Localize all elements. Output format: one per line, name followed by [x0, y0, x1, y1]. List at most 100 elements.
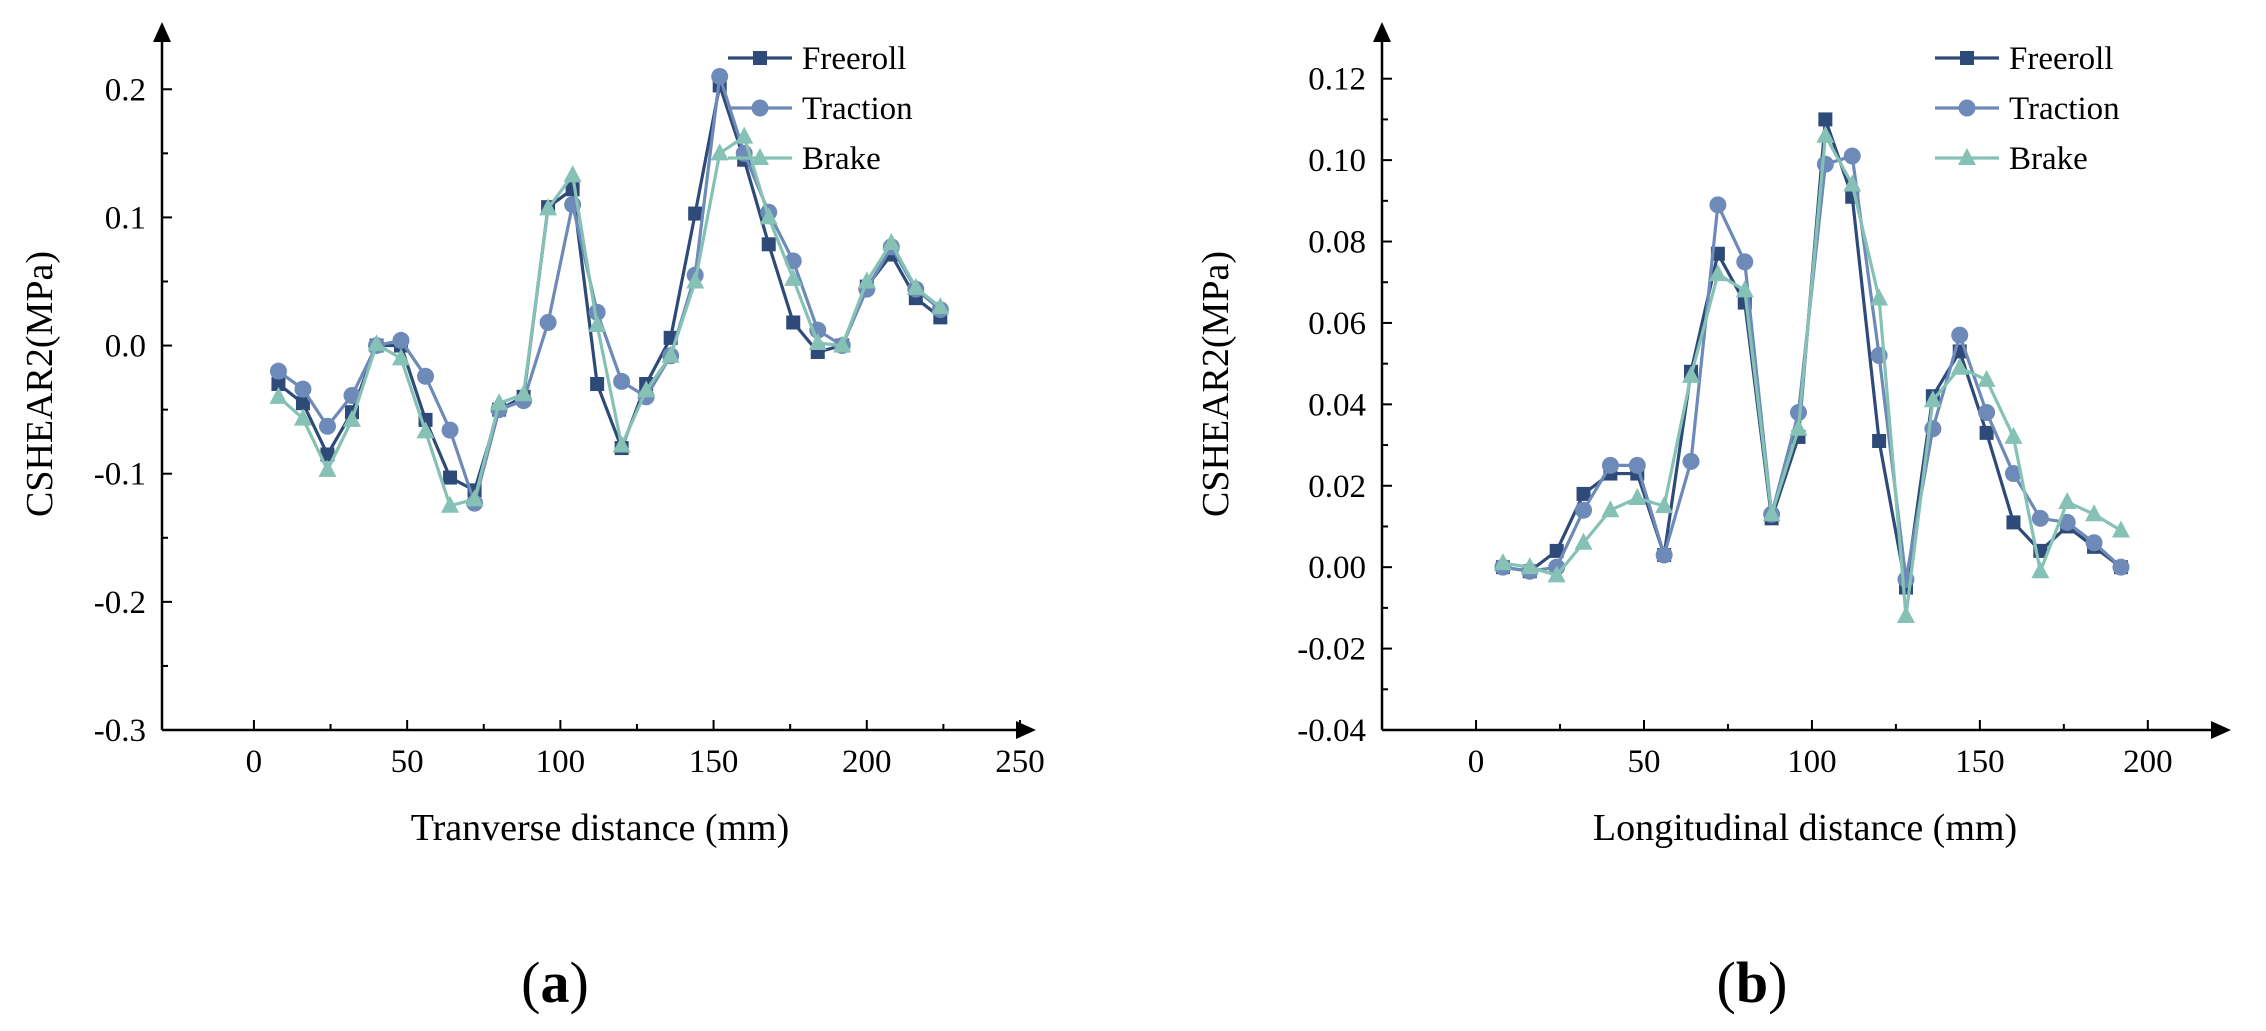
data-point-triangle — [833, 335, 852, 353]
panel-label: (a) — [521, 950, 589, 1015]
x-tick-label: 0 — [246, 744, 263, 780]
x-tick-label: 200 — [2123, 744, 2173, 780]
series-traction — [1494, 147, 2130, 588]
data-point-circle — [2031, 509, 2049, 527]
data-point-triangle — [588, 315, 607, 333]
legend-label: Brake — [802, 141, 881, 177]
y-tick-label: -0.02 — [1297, 632, 1366, 668]
series-brake — [1493, 125, 2130, 624]
x-tick-label: 100 — [536, 744, 586, 780]
legend-label: Freeroll — [802, 41, 906, 77]
data-point-triangle — [637, 380, 656, 398]
legend-item-traction: Traction — [728, 91, 913, 127]
y-tick-label: 0.10 — [1308, 143, 1366, 179]
data-point-triangle — [857, 271, 876, 289]
data-point-triangle — [1789, 418, 1808, 436]
data-point-triangle — [1950, 357, 1969, 375]
data-point-triangle — [1896, 606, 1915, 624]
x-axis-arrow-icon — [2211, 721, 2231, 739]
data-point-circle — [1951, 326, 1969, 344]
legend-marker-triangle — [751, 148, 769, 165]
data-point-triangle — [1682, 365, 1701, 383]
x-tick-label: 200 — [842, 744, 892, 780]
legend-label: Traction — [802, 91, 913, 127]
y-tick-label: 0.00 — [1308, 550, 1366, 586]
data-point-triangle — [661, 345, 680, 363]
y-tick-label: 0.0 — [105, 329, 146, 365]
data-point-triangle — [539, 198, 558, 216]
data-point-triangle — [2058, 492, 2077, 510]
data-point-circle — [539, 313, 557, 331]
y-tick-label: 0.06 — [1308, 306, 1366, 342]
data-point-circle — [392, 331, 410, 349]
data-point-triangle — [1520, 557, 1539, 575]
data-point-circle — [1575, 501, 1593, 519]
y-tick-label: 0.2 — [105, 72, 146, 108]
x-tick-label: 50 — [391, 744, 424, 780]
data-point-triangle — [1977, 369, 1996, 387]
data-point-triangle — [906, 277, 925, 295]
data-point-circle — [318, 417, 336, 435]
y-tick-label: 0.08 — [1308, 225, 1366, 261]
x-axis-title: Tranverse distance (mm) — [411, 807, 790, 849]
series-line — [277, 83, 942, 492]
data-point-circle — [1709, 196, 1727, 214]
series-traction — [269, 67, 949, 512]
y-axis-title: CSHEAR2(MPa) — [19, 251, 61, 517]
y-tick-label: -0.04 — [1297, 713, 1366, 749]
legend-marker-circle — [1958, 99, 1976, 117]
data-point-triangle — [931, 297, 950, 315]
data-point-triangle — [416, 421, 435, 439]
legend-marker-square — [1960, 51, 1974, 65]
data-point-square — [443, 470, 458, 485]
data-point-triangle — [1655, 496, 1674, 514]
x-tick-label: 50 — [1627, 744, 1660, 780]
data-point-triangle — [514, 384, 533, 402]
y-axis-arrow-icon — [1373, 22, 1391, 42]
data-point-triangle — [392, 348, 411, 366]
legend: Freeroll Traction Brake — [1935, 41, 2120, 177]
series-line — [277, 135, 942, 508]
y-axis-arrow-icon — [153, 22, 171, 42]
data-point-square — [590, 377, 605, 391]
data-point-circle — [2058, 513, 2076, 531]
data-point-triangle — [318, 459, 337, 477]
series-line — [1502, 134, 2122, 618]
data-point-triangle — [1762, 504, 1781, 522]
data-point-triangle — [1628, 487, 1647, 505]
data-point-triangle — [1708, 264, 1727, 282]
data-point-triangle — [1735, 280, 1754, 298]
x-tick-label: 0 — [1468, 744, 1485, 780]
data-point-square — [295, 396, 310, 411]
legend-label: Traction — [2009, 91, 2120, 127]
data-point-triangle — [808, 332, 827, 350]
legend-item-brake: Brake — [1935, 141, 2088, 177]
data-point-square — [688, 206, 703, 221]
data-point-triangle — [784, 268, 803, 286]
y-axis-title: CSHEAR2(MPa) — [1195, 251, 1237, 517]
legend-marker-square — [753, 51, 767, 65]
data-point-square — [1872, 433, 1887, 448]
data-point-triangle — [563, 165, 582, 183]
data-point-square — [1818, 112, 1833, 127]
axes: 0 50 100 150 200 250 -0.3 -0.2 -0.1 0.0 0.1 0.2 — [94, 22, 1045, 780]
data-point-triangle — [882, 233, 901, 251]
data-point-circle — [1843, 147, 1861, 165]
data-point-triangle — [1816, 125, 1835, 143]
data-point-triangle — [293, 408, 312, 426]
data-point-square — [1549, 543, 1564, 558]
data-point-circle — [711, 67, 729, 85]
y-tick-label: 0.12 — [1308, 62, 1366, 98]
data-point-triangle — [759, 207, 778, 225]
data-point-triangle — [2031, 561, 2050, 579]
data-point-triangle — [2004, 426, 2023, 444]
y-tick-label: 0.1 — [105, 200, 146, 236]
panel-label-close: ) — [570, 950, 589, 1015]
data-point-circle — [417, 367, 435, 385]
data-point-triangle — [1574, 532, 1593, 550]
data-point-circle — [343, 387, 361, 405]
data-point-circle — [1924, 420, 1942, 438]
legend-item-brake: Brake — [728, 141, 881, 177]
data-point-triangle — [2111, 520, 2130, 538]
data-point-triangle — [710, 143, 729, 161]
